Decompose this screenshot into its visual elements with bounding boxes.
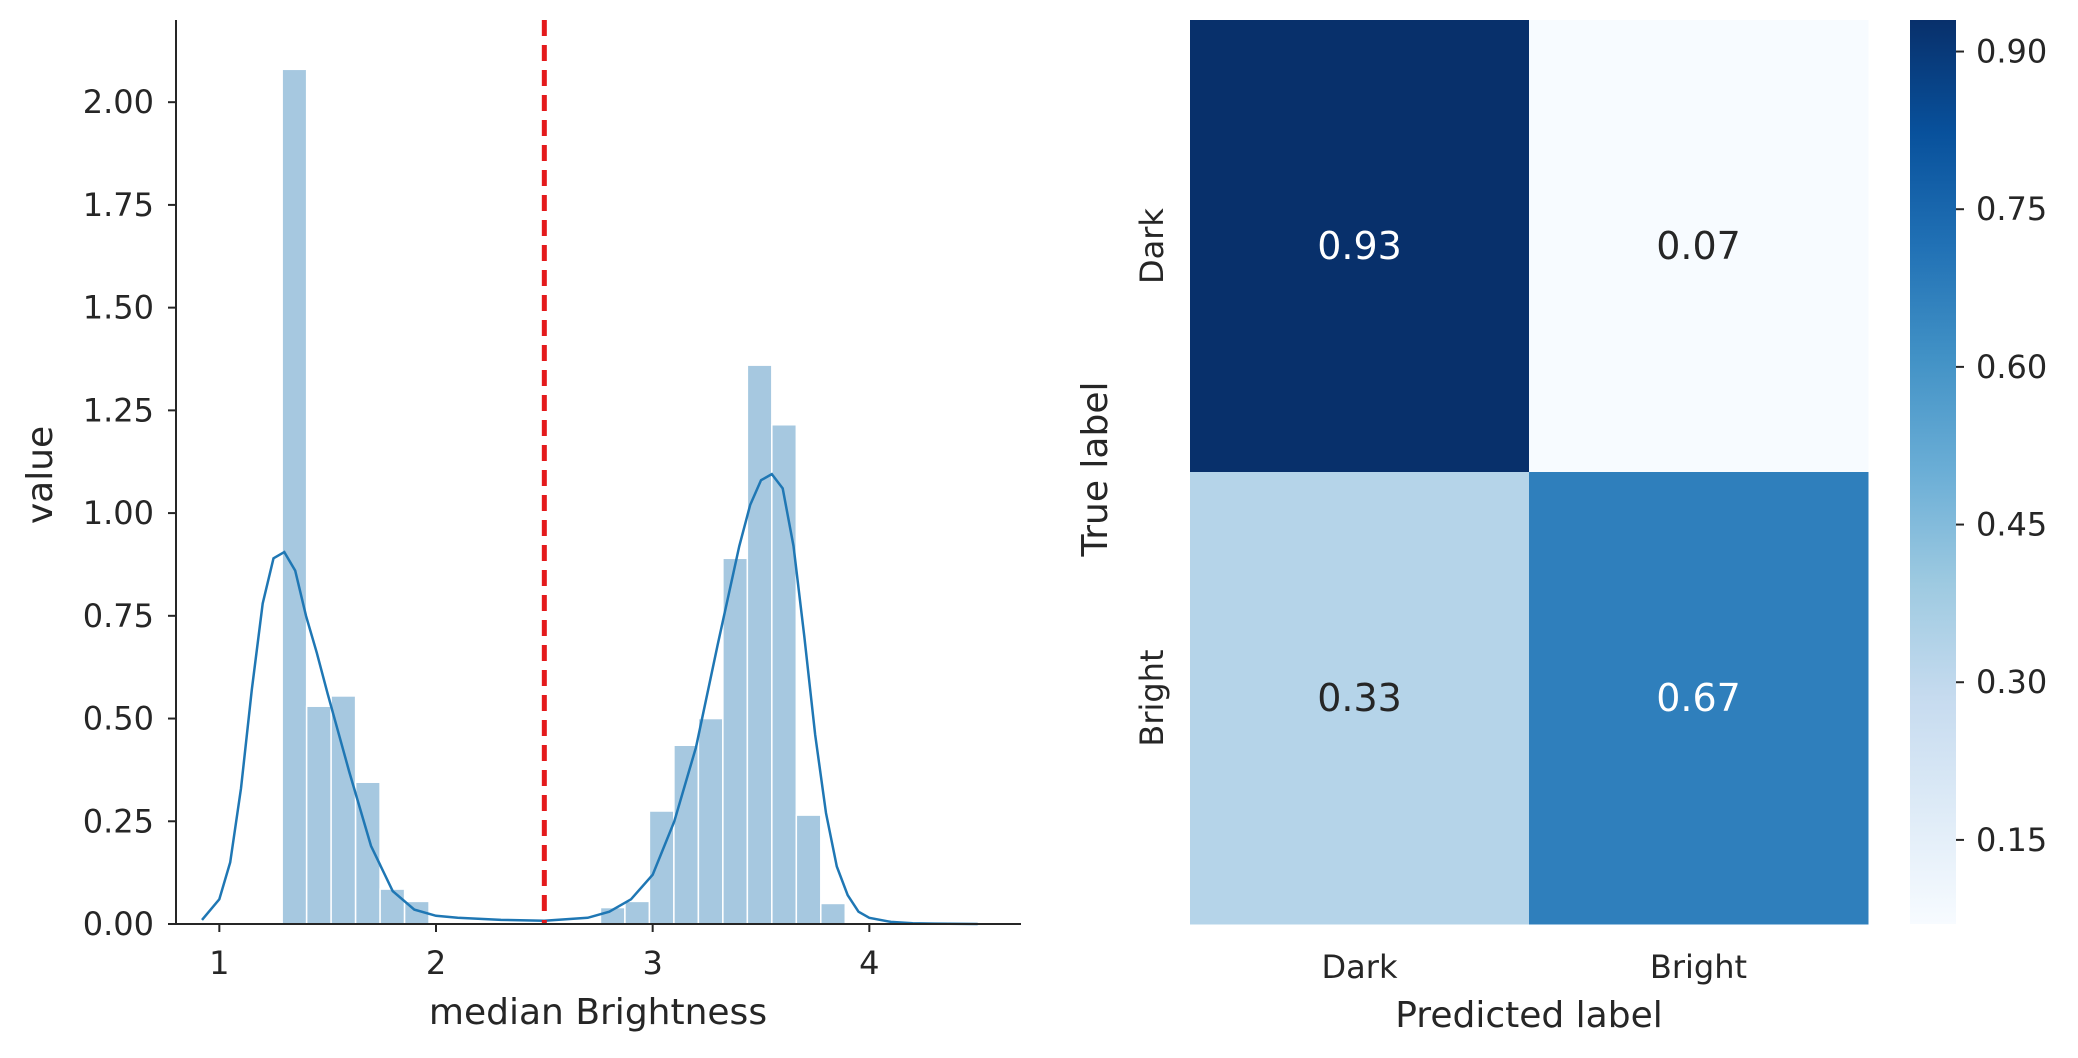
heatmap-x-axis-title: Predicted label <box>1395 995 1663 1036</box>
histogram-y-tick-label: 0.75 <box>83 597 154 635</box>
heatmap-y-ticks: Dark Bright <box>1133 208 1171 747</box>
histogram-bar-7 <box>624 900 651 925</box>
histogram-y-tick-label: 1.50 <box>83 289 154 327</box>
histogram-bar-4 <box>379 888 406 925</box>
colorbar-ticks: 0.15 0.30 0.45 0.60 0.75 0.90 <box>1956 33 2047 859</box>
heatmap-cell-1-0 <box>1190 472 1530 925</box>
histogram-bar-8 <box>648 810 675 925</box>
histogram-chart: 1 2 3 4 0.00 0.25 0.50 0.75 1.00 1.25 1.50 1.75 2.0… <box>20 20 1021 1033</box>
histogram-y-axis-title: value <box>20 426 61 524</box>
colorbar-tick-label: 0.30 <box>1976 663 2047 701</box>
histogram-bar-2 <box>330 695 357 925</box>
histogram-x-tick-label: 3 <box>642 944 662 982</box>
heatmap-cell-label-1-1: 0.67 <box>1656 676 1741 720</box>
histogram-y-ticks: 0.00 0.25 0.50 0.75 1.00 1.25 1.50 1.75 2.00 <box>83 83 176 943</box>
kde-line <box>201 472 978 926</box>
histogram-y-tick-label: 0.50 <box>83 700 154 738</box>
histogram-bar-12 <box>746 364 773 925</box>
histogram-bar-1 <box>305 705 332 925</box>
histogram-y-tick-label: 2.00 <box>83 83 154 121</box>
heatmap-cell-0-0 <box>1190 20 1530 473</box>
heatmap-x-ticks: Dark Bright <box>1322 948 1748 986</box>
heatmap-x-tick-label: Bright <box>1650 948 1747 986</box>
heatmap-cell-label-1-0: 0.33 <box>1317 676 1402 720</box>
histogram-bar-0 <box>281 68 308 925</box>
colorbar-tick-label: 0.15 <box>1976 821 2047 859</box>
histogram-bar-9 <box>673 744 700 925</box>
heatmap-x-tick-label: Dark <box>1322 948 1398 986</box>
histogram-y-tick-label: 1.25 <box>83 391 154 429</box>
colorbar-tick-label: 0.90 <box>1976 33 2047 71</box>
colorbar <box>1910 20 1956 924</box>
histogram-bar-15 <box>820 902 847 925</box>
heatmap-y-tick-label: Dark <box>1133 208 1171 284</box>
histogram-bars <box>281 68 847 925</box>
heatmap-cell-labels: 0.93 0.07 0.33 0.67 <box>1317 224 1741 720</box>
histogram-y-tick-label: 0.00 <box>83 905 154 943</box>
heatmap-cells <box>1190 20 1869 925</box>
colorbar-tick-label: 0.75 <box>1976 190 2047 228</box>
confusion-matrix-chart: 0.93 0.07 0.33 0.67 Dark Bright Dark Bright P… <box>1075 20 2047 1036</box>
histogram-bar-10 <box>697 717 724 925</box>
heatmap-cell-0-1 <box>1529 20 1869 473</box>
colorbar-tick-label: 0.60 <box>1976 348 2047 386</box>
colorbar-tick-label: 0.45 <box>1976 506 2047 544</box>
histogram-x-ticks: 1 2 3 4 <box>209 924 880 982</box>
histogram-bar-14 <box>795 814 822 925</box>
heatmap-cell-label-0-0: 0.93 <box>1317 224 1402 268</box>
histogram-x-tick-label: 1 <box>209 944 229 982</box>
heatmap-y-axis-title: True label <box>1075 382 1116 558</box>
heatmap-y-tick-label: Bright <box>1133 649 1171 746</box>
histogram-y-tick-label: 1.00 <box>83 494 154 532</box>
histogram-bar-11 <box>722 557 749 925</box>
histogram-x-tick-label: 4 <box>859 944 879 982</box>
histogram-x-axis-title: median Brightness <box>429 992 767 1033</box>
histogram-y-tick-label: 0.25 <box>83 802 154 840</box>
heatmap-cell-label-0-1: 0.07 <box>1656 224 1741 268</box>
heatmap-cell-1-1 <box>1529 472 1869 925</box>
histogram-x-tick-label: 2 <box>426 944 446 982</box>
histogram-y-tick-label: 1.75 <box>83 186 154 224</box>
